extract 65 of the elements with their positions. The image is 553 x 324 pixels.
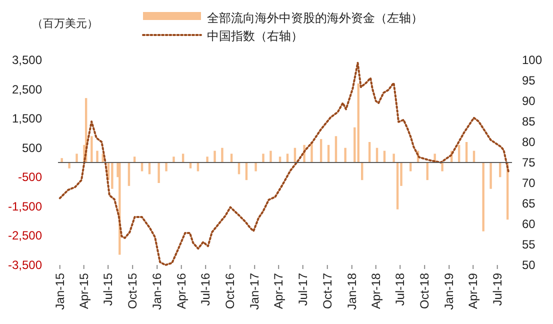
bar	[90, 136, 93, 162]
y2-tick-label: 55	[522, 238, 536, 252]
bar	[60, 158, 63, 162]
y-tick-label: -1,500	[8, 199, 42, 214]
legend-label: 中国指数（右轴）	[207, 29, 303, 43]
y2-tick-label: 85	[522, 114, 536, 128]
bar	[76, 154, 78, 162]
x-tick-label: Apr-19	[466, 272, 480, 310]
x-tick-label: Jul-17	[296, 272, 310, 306]
y-tick-label: -3,500	[8, 258, 42, 272]
y-tick-label: 2,500	[12, 82, 42, 96]
x-tick-label: Oct-18	[418, 272, 432, 310]
bar	[214, 150, 216, 162]
y-tick-label: -500	[18, 170, 42, 184]
y2-tick-label: 70	[522, 176, 536, 190]
x-tick-label: Oct-17	[320, 272, 334, 310]
x-tick-label: Apr-15	[76, 272, 91, 310]
bar	[165, 162, 168, 172]
x-tick-label: Apr-16	[174, 272, 188, 310]
bar	[482, 162, 484, 232]
x-tick-label: Jul-16	[198, 272, 213, 306]
x-tick-label: Jan-19	[442, 272, 456, 310]
y2-tick-label: 50	[522, 258, 536, 272]
bar	[310, 142, 313, 162]
y-tick-label: 3,500	[12, 53, 42, 67]
y2-tick-label: 95	[522, 74, 536, 88]
bar	[96, 150, 98, 162]
bar	[344, 148, 346, 162]
y2-tick-label: 75	[522, 156, 536, 170]
bar	[158, 162, 160, 183]
y-tick-label: 500	[22, 140, 42, 155]
bar	[254, 162, 257, 172]
bar	[392, 154, 395, 162]
y2-tick-label: 80	[522, 135, 536, 149]
x-tick-label: Jan-16	[150, 272, 164, 310]
y2-tick-label: 65	[522, 196, 536, 210]
bar	[396, 162, 399, 210]
x-tick-label: Oct-15	[126, 272, 140, 310]
bar	[441, 162, 444, 172]
legend-label: 全部流向海外中资股的海外资金（左轴）	[207, 11, 423, 25]
bar	[206, 156, 208, 162]
bar	[334, 136, 338, 162]
x-tick-label: Jan-15	[52, 272, 67, 310]
bar	[111, 162, 114, 189]
y2-tick-label: 100	[522, 53, 542, 67]
bar	[357, 83, 360, 162]
bar	[172, 156, 175, 162]
x-tick-label: Jul-19	[490, 272, 504, 306]
x-tick-label: Jan-18	[344, 272, 359, 310]
bar	[490, 162, 492, 189]
bar	[68, 162, 70, 168]
bar	[262, 154, 264, 162]
y2-tick-label: 60	[522, 217, 536, 231]
x-tick-label: Jan-17	[248, 272, 262, 310]
x-tick-label: Apr-17	[272, 272, 286, 310]
x-tick-label: Oct-16	[223, 272, 238, 310]
x-tick-label: Jul-18	[393, 272, 408, 306]
y-tick-label: 1,500	[12, 112, 42, 126]
bar	[221, 148, 224, 162]
y-tick-label: -2,500	[8, 228, 42, 243]
x-tick-label: Apr-18	[368, 272, 383, 310]
y2-tick-label: 90	[522, 94, 536, 108]
bar	[270, 150, 272, 162]
y-axis-title: （百万美元）	[32, 17, 98, 30]
x-tick-label: Jul-15	[101, 272, 116, 306]
